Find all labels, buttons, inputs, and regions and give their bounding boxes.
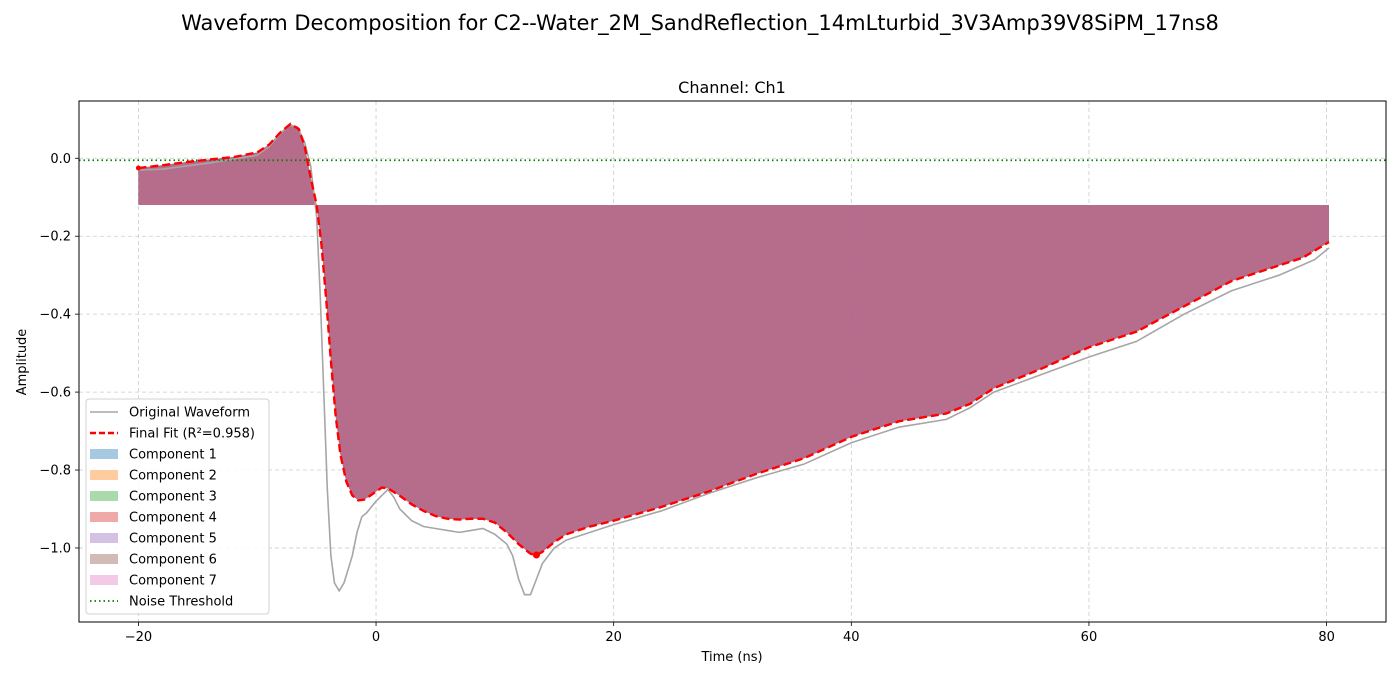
y-tick-label: 0.0 (50, 152, 71, 167)
x-tick-label: 20 (605, 630, 622, 645)
final-fit-line (138, 122, 1330, 557)
x-axis-label: Time (ns) (700, 650, 762, 665)
y-tick-label: −1.0 (39, 541, 71, 556)
grid (79, 101, 1386, 622)
axes-frame (78, 100, 1387, 623)
y-axis-label: Amplitude (15, 329, 30, 396)
legend-component-4: Component 4 (90, 511, 217, 526)
legend-component-5: Component 5 (90, 532, 217, 547)
legend-swatch (90, 554, 118, 564)
legend: Original Waveform Final Fit (R²=0.958) Com… (85, 398, 270, 615)
plot-area (79, 122, 1386, 596)
legend-swatch (90, 470, 118, 480)
legend-label: Component 4 (129, 511, 217, 526)
y-tick-label: −0.8 (39, 464, 71, 479)
legend-label: Final Fit (R²=0.958) (129, 427, 255, 442)
legend-component-2: Component 2 (90, 469, 217, 484)
legend-noise-threshold: Noise Threshold (90, 595, 233, 610)
x-tick-label: 0 (372, 630, 380, 645)
legend-label: Component 1 (129, 448, 217, 463)
x-tick-label: 40 (843, 630, 860, 645)
original-waveform-line (138, 124, 1330, 596)
y-tick-label: −0.6 (39, 386, 71, 401)
component-7-area (138, 123, 1329, 555)
legend-component-3: Component 3 (90, 490, 217, 505)
legend-component-1: Component 1 (90, 448, 217, 463)
legend-swatch (90, 533, 118, 543)
legend-swatch (90, 449, 118, 459)
legend-swatch (90, 491, 118, 501)
component-6-area (138, 123, 1329, 555)
legend-label: Component 3 (129, 490, 217, 505)
legend-swatch (90, 512, 118, 522)
x-tick-label: 60 (1081, 630, 1098, 645)
axis-ticks: −20 0 20 40 60 80 0.0 −0.2 −0.4 −0.6 −0.8 −1.0 (39, 152, 1334, 645)
x-tick-label: 80 (1318, 630, 1335, 645)
component-3-area (138, 123, 1329, 555)
component-1-area (138, 123, 1329, 555)
peak-marker (532, 551, 540, 559)
component-2-area (138, 123, 1329, 555)
legend-label: Component 6 (129, 553, 217, 568)
axes-title: Channel: Ch1 (678, 78, 786, 97)
component-4-area (138, 123, 1329, 555)
legend-label: Component 5 (129, 532, 217, 547)
legend-label: Noise Threshold (129, 595, 233, 610)
figure-suptitle: Waveform Decomposition for C2--Water_2M_… (181, 11, 1219, 36)
y-tick-label: −0.4 (39, 308, 71, 323)
legend-component-6: Component 6 (90, 553, 217, 568)
component-5-area (138, 123, 1329, 555)
legend-label: Component 7 (129, 574, 217, 589)
legend-original-waveform: Original Waveform (90, 406, 250, 421)
legend-box (85, 398, 270, 615)
legend-label: Component 2 (129, 469, 217, 484)
legend-label: Original Waveform (129, 406, 250, 421)
legend-swatch (90, 575, 118, 585)
x-tick-label: −20 (125, 630, 152, 645)
legend-final-fit: Final Fit (R²=0.958) (90, 427, 255, 442)
y-tick-label: −0.2 (39, 230, 71, 245)
legend-component-7: Component 7 (90, 574, 217, 589)
start-marker (135, 165, 141, 171)
